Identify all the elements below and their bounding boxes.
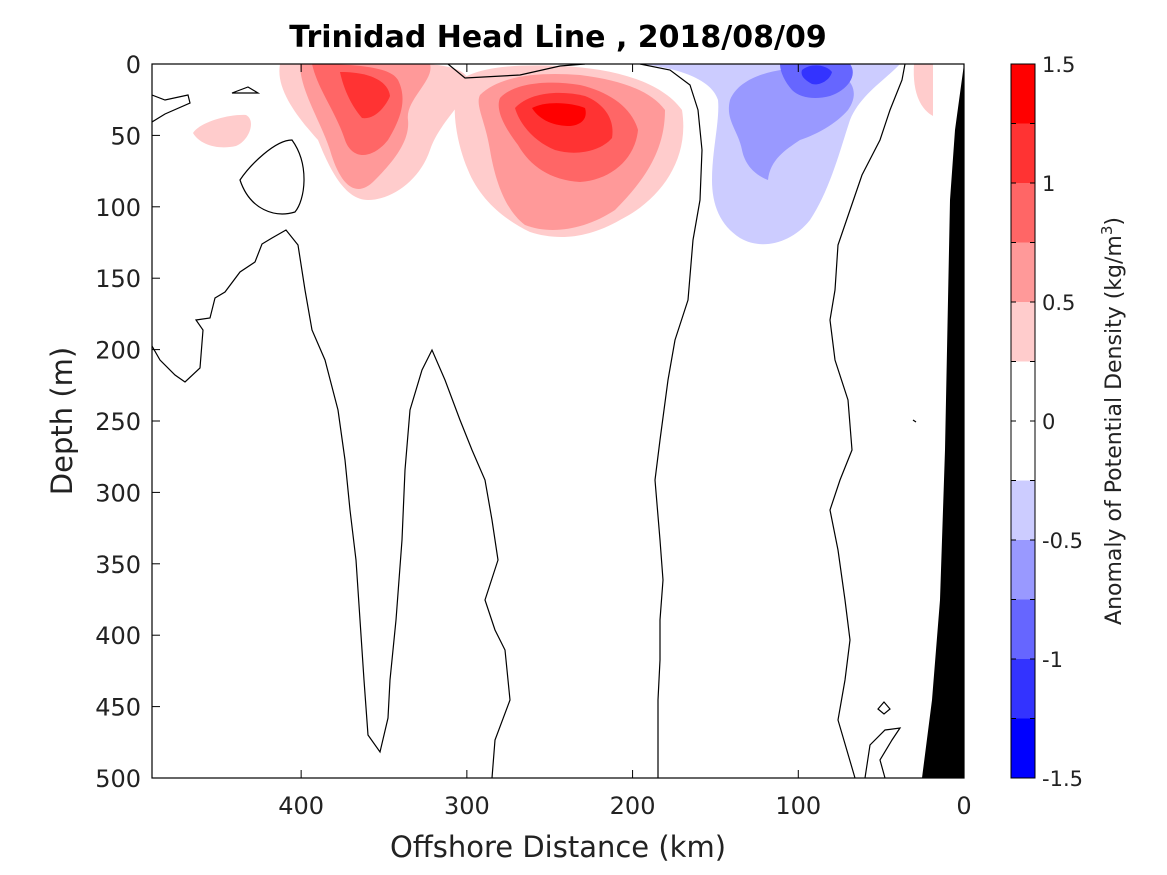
colorbar-tick-label: 0.5	[1042, 291, 1075, 315]
colorbar	[1011, 64, 1035, 778]
contour-band-0-25	[913, 64, 933, 116]
zero-contour-line	[152, 94, 191, 123]
colorbar-segment	[1011, 64, 1035, 124]
y-tick-label: 300	[95, 479, 141, 507]
colorbar-frame	[1010, 63, 1036, 779]
x-tick-label: 400	[278, 792, 324, 820]
contour-band-1-25	[532, 103, 586, 126]
bathymetry-slope	[922, 64, 964, 778]
positive-anomaly-middle	[454, 65, 684, 237]
contour-band-1-0	[340, 72, 390, 119]
contour-field	[152, 64, 964, 778]
colorbar-tick-label: -0.5	[1042, 529, 1083, 553]
colorbar-segment	[1011, 302, 1035, 362]
colorbar-tick-label: 0	[1042, 410, 1055, 434]
zero-contour-line	[829, 64, 906, 778]
x-axis-label: Offshore Distance (km)	[390, 830, 726, 864]
x-tick-label: 100	[775, 792, 821, 820]
zero-contour-line	[231, 86, 261, 94]
zero-contour-line	[639, 64, 703, 778]
colorbar-tick-label: 1.5	[1042, 53, 1075, 77]
colorbar-tick-label: -1	[1042, 648, 1063, 672]
colorbar-tick-label: -1.5	[1042, 767, 1083, 791]
y-axis: 0 50 100 150 200 250 300 350 400 450 500	[95, 51, 964, 793]
colorbar-label: Anomaly of Potential Density (kg/m3)	[1098, 217, 1127, 625]
positive-anomaly-left	[193, 64, 469, 200]
negative-anomaly-right	[640, 64, 900, 245]
y-tick-label: 200	[95, 337, 141, 365]
y-tick-label: 400	[95, 622, 141, 650]
x-axis: 400 300 200 100 0	[278, 64, 972, 820]
chart-title: Trinidad Head Line , 2018/08/09	[289, 20, 826, 55]
zero-contour-line	[877, 701, 891, 715]
contour-band-neg-1-0	[801, 65, 832, 85]
zero-contour-line	[152, 229, 511, 778]
colorbar-label-superscript: 3	[1098, 226, 1116, 236]
colorbar-segment	[1011, 718, 1035, 778]
colorbar-ticks: 1.5 1 0.5 0 -0.5 -1 -1.5	[1042, 53, 1083, 791]
positive-anomaly-patch	[193, 114, 251, 148]
y-axis-label: Depth (m)	[45, 347, 79, 495]
zero-contour-line	[239, 139, 305, 215]
colorbar-label-text: Anomaly of Potential Density (kg/m	[1102, 235, 1127, 625]
y-tick-label: 150	[95, 265, 141, 293]
colorbar-label-suffix: )	[1102, 217, 1127, 226]
colorbar-segment	[1011, 123, 1035, 183]
y-tick-label: 350	[95, 551, 141, 579]
colorbar-segment	[1011, 480, 1035, 540]
colorbar-segment	[1011, 242, 1035, 302]
zero-contour-line	[912, 419, 917, 423]
positive-anomaly-coastal	[913, 64, 933, 116]
x-tick-label: 0	[956, 792, 971, 820]
y-tick-label: 100	[95, 194, 141, 222]
y-tick-label: 50	[110, 122, 141, 150]
y-tick-label: 500	[95, 765, 141, 793]
x-tick-label: 200	[610, 792, 656, 820]
colorbar-tick-label: 1	[1042, 172, 1055, 196]
y-tick-label: 250	[95, 408, 141, 436]
colorbar-segment	[1011, 540, 1035, 600]
x-tick-label: 300	[444, 792, 490, 820]
zero-contour-line	[864, 727, 902, 778]
zero-contours	[152, 64, 917, 778]
colorbar-segment	[1011, 599, 1035, 659]
y-tick-label: 0	[126, 51, 141, 79]
y-tick-label: 450	[95, 694, 141, 722]
colorbar-segment	[1011, 659, 1035, 719]
zero-contour-line	[447, 64, 586, 79]
colorbar-segment	[1011, 183, 1035, 243]
